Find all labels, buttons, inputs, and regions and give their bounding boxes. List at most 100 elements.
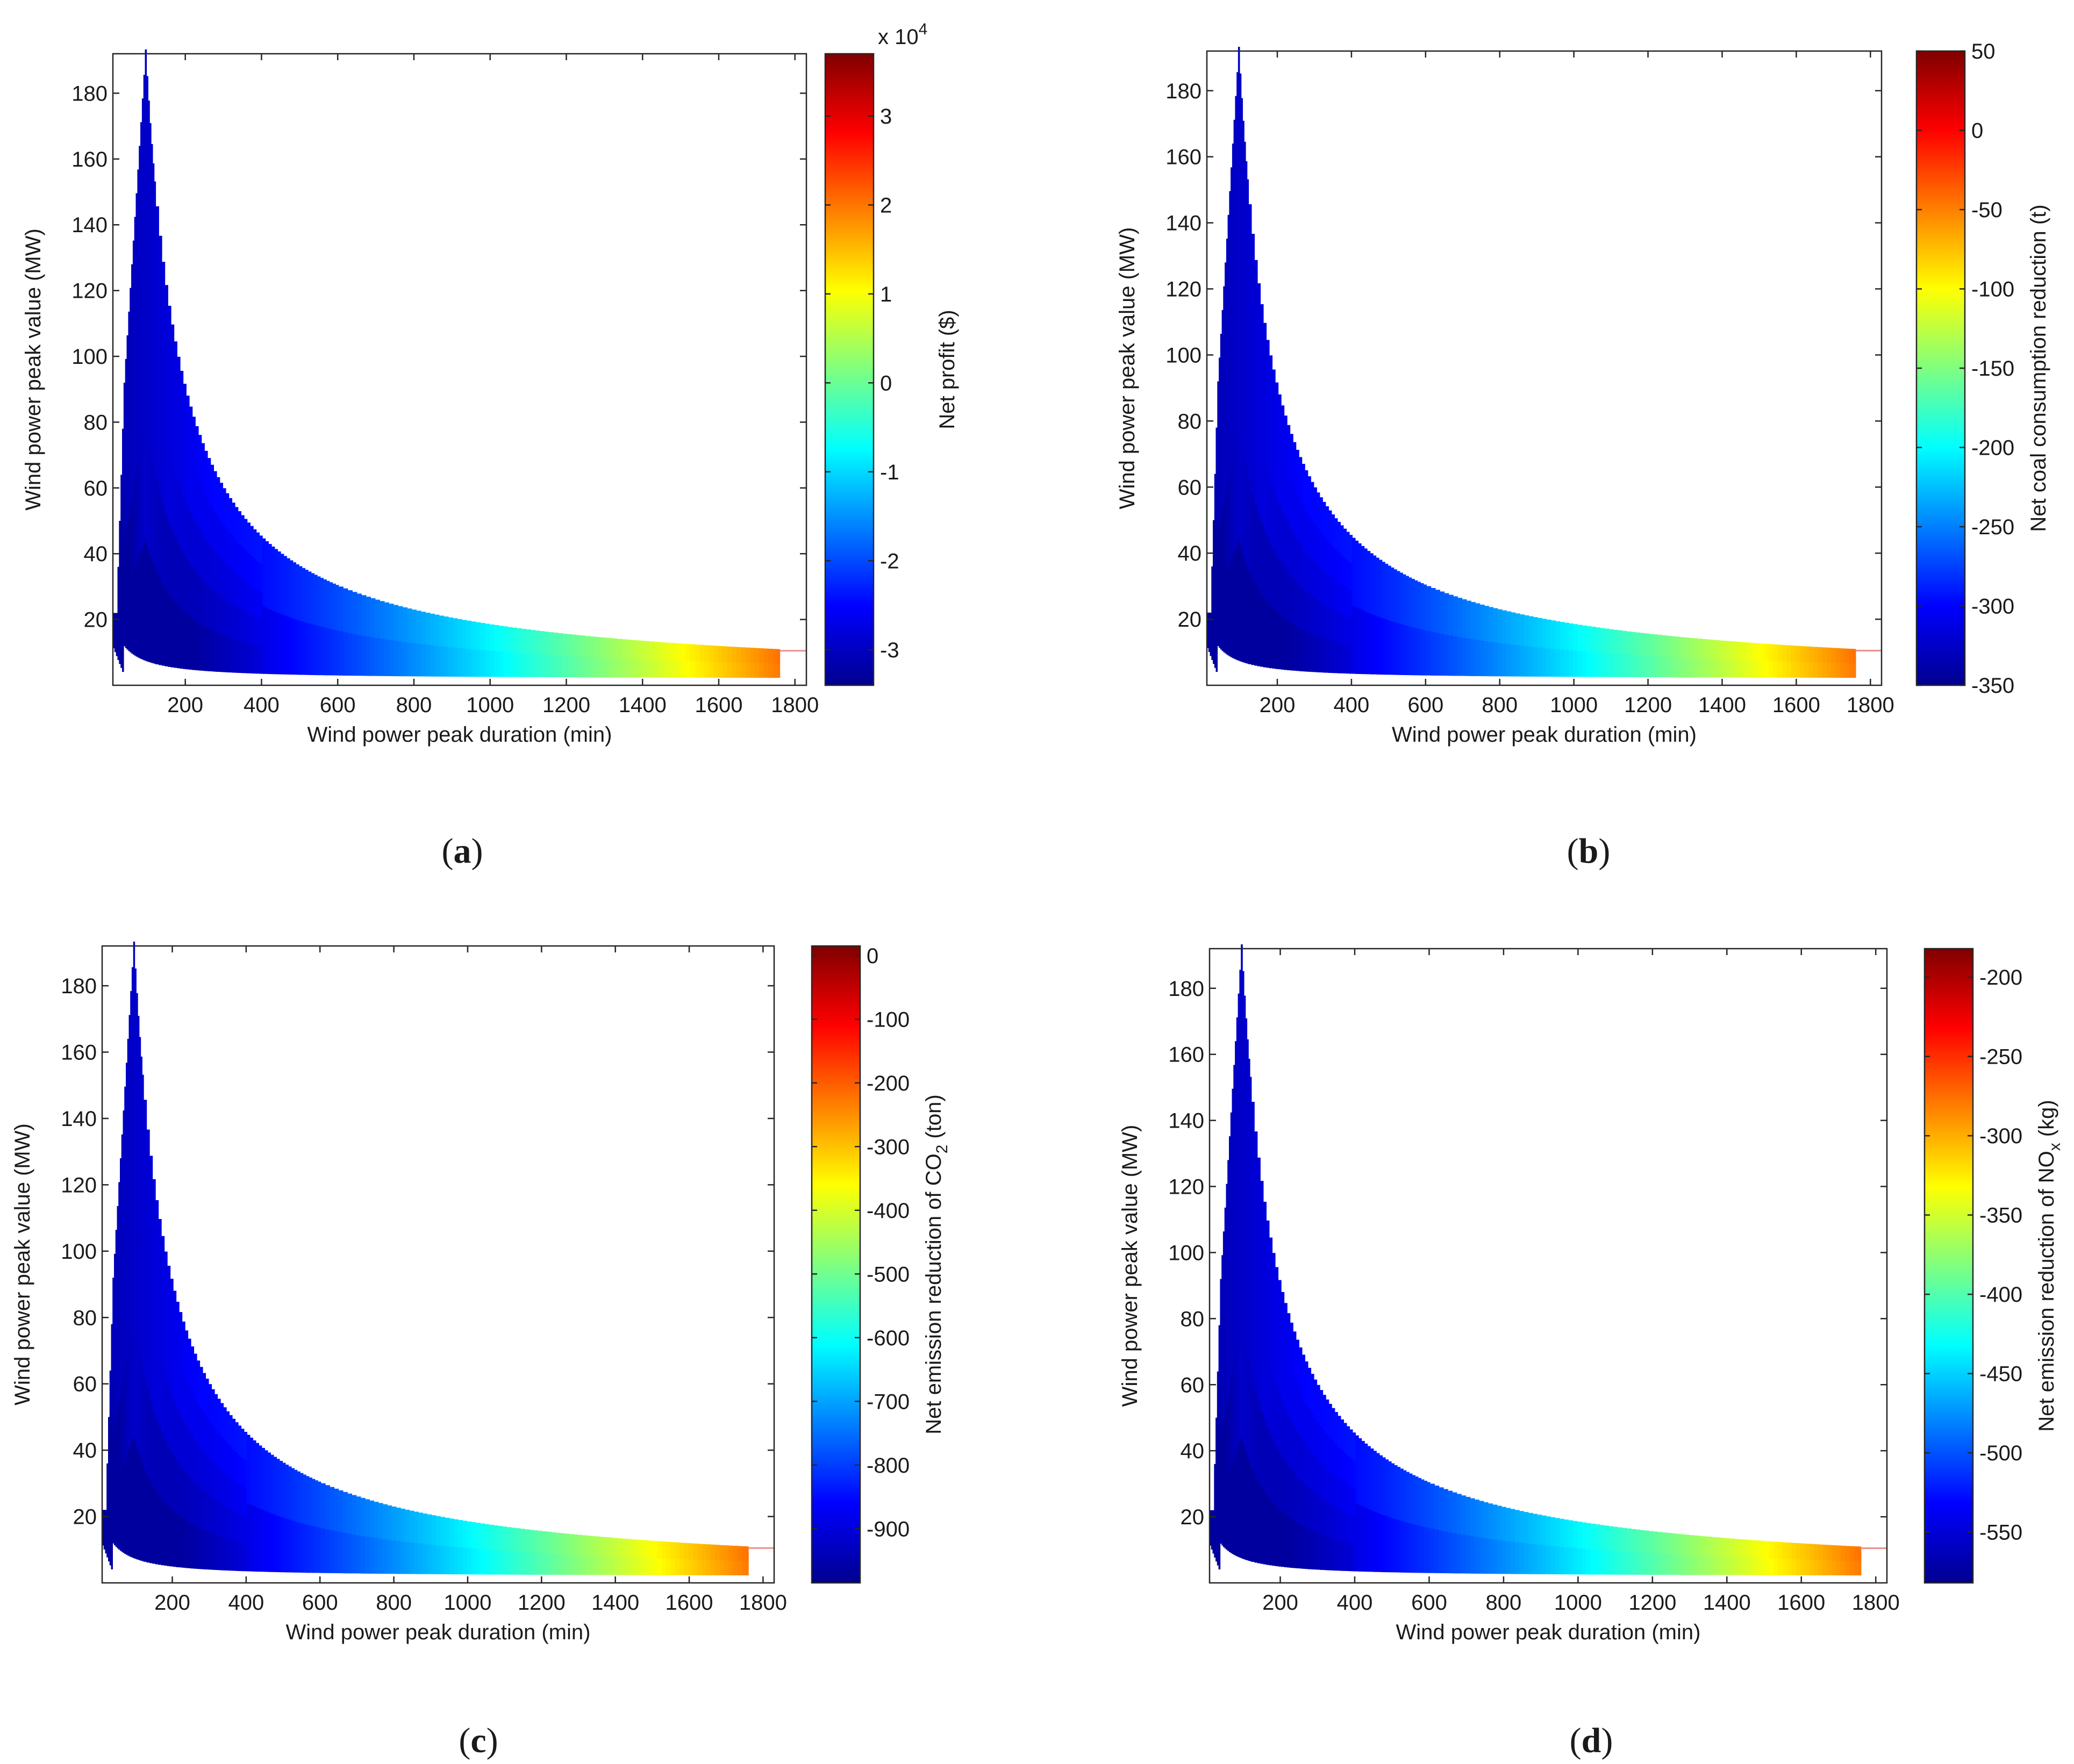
heatmap-cell	[1233, 1260, 1235, 1359]
heatmap-cell	[199, 1367, 203, 1408]
heatmap-cell	[1293, 625, 1297, 671]
heatmap-cell	[124, 1366, 126, 1461]
heatmap-cell	[1827, 1545, 1833, 1561]
heatmap-cell	[405, 1509, 410, 1543]
heatmap-cell	[225, 493, 230, 529]
heatmap-cell	[291, 1520, 295, 1573]
heatmap-cell	[741, 1560, 747, 1575]
heatmap-cell	[167, 1445, 171, 1507]
colorbar-tick-label: -700	[867, 1390, 910, 1414]
heatmap-cell	[529, 1530, 534, 1553]
heatmap-cell	[1223, 505, 1225, 579]
heatmap-cell	[1787, 1559, 1792, 1575]
heatmap-cell	[1376, 1512, 1380, 1572]
heatmap-cell	[1435, 632, 1440, 676]
heatmap-cell	[1841, 1545, 1846, 1561]
heatmap-cell	[223, 488, 226, 526]
heatmap-cell	[136, 1332, 138, 1446]
heatmap-cell	[1849, 663, 1854, 678]
heatmap-cell	[608, 638, 613, 658]
heatmap-cell	[1622, 1528, 1627, 1552]
heatmap-cell	[1328, 1537, 1332, 1571]
heatmap-cell	[1618, 630, 1623, 654]
heatmap-cell	[1296, 582, 1299, 627]
heatmap-cell	[1212, 1510, 1215, 1519]
heatmap-cell	[173, 1401, 177, 1457]
heatmap-cell	[133, 1188, 135, 1312]
heatmap-cell	[1431, 588, 1436, 632]
heatmap-cell	[1427, 1482, 1431, 1528]
heatmap-cell	[204, 539, 208, 583]
heatmap-cell	[216, 593, 220, 633]
heatmap-cell	[768, 649, 774, 664]
heatmap-cell	[253, 644, 257, 674]
heatmap-cell	[1711, 1537, 1717, 1557]
heatmap-cell	[467, 1547, 472, 1575]
heatmap-cell	[241, 515, 245, 547]
heatmap-cell	[1391, 621, 1394, 675]
heatmap-cell	[1493, 608, 1498, 643]
heatmap-cell	[214, 1499, 218, 1535]
heatmap-cell	[1221, 1371, 1224, 1430]
heatmap-cell	[1849, 649, 1854, 664]
heatmap-cell	[158, 1357, 162, 1427]
heatmap-cell	[332, 629, 336, 676]
heatmap-cell	[311, 573, 315, 625]
heatmap-cell	[1305, 1527, 1308, 1569]
heatmap-cell	[1217, 487, 1219, 541]
heatmap-cell	[400, 1541, 405, 1574]
heatmap-cell	[1355, 540, 1359, 608]
colorbar-tick-label: -450	[1979, 1363, 2022, 1386]
heatmap-cell	[184, 1473, 189, 1521]
heatmap-cell	[1266, 601, 1270, 668]
heatmap-cell	[188, 1522, 191, 1568]
heatmap-cell	[1657, 1553, 1663, 1575]
heatmap-cell	[1343, 1482, 1347, 1512]
heatmap-cell	[1520, 614, 1525, 646]
heatmap-cell	[577, 1554, 583, 1575]
heatmap-cell	[1254, 1217, 1258, 1304]
heatmap-cell	[471, 649, 476, 677]
heatmap-cell	[108, 1503, 110, 1533]
heatmap-cell	[247, 522, 251, 553]
heatmap-cell	[170, 461, 175, 530]
heatmap-cell	[1217, 381, 1219, 435]
heatmap-cell	[1515, 613, 1520, 646]
heatmap-cell	[1417, 582, 1421, 629]
heatmap-cell	[1328, 1437, 1332, 1471]
heatmap-cell	[131, 575, 133, 654]
heatmap-cell	[1227, 1160, 1229, 1239]
heatmap-cell	[718, 646, 723, 662]
heatmap-cell	[106, 1482, 109, 1502]
heatmap-cell	[259, 1508, 262, 1572]
heatmap-cell	[1293, 1331, 1297, 1379]
heatmap-cell	[168, 450, 171, 523]
heatmap-cell	[420, 612, 426, 644]
heatmap-cell	[1334, 1507, 1338, 1539]
heatmap-cell	[217, 1535, 221, 1571]
heatmap-cell	[1275, 611, 1279, 669]
heatmap-cell	[1208, 612, 1211, 621]
heatmap-cell	[1233, 550, 1236, 659]
heatmap-cell	[1251, 1194, 1255, 1286]
heatmap-cell	[690, 644, 696, 662]
heatmap-cell	[1693, 1555, 1699, 1575]
heatmap-cell	[130, 361, 132, 434]
heatmap-cell	[232, 503, 235, 537]
heatmap-cell	[1409, 1473, 1413, 1524]
heatmap-cell	[1307, 593, 1311, 633]
heatmap-cell	[114, 636, 117, 644]
heatmap-cell	[1307, 632, 1311, 672]
heatmap-cell	[201, 579, 205, 626]
heatmap-cell	[130, 288, 132, 361]
heatmap-cell	[152, 363, 155, 464]
heatmap-cell	[1355, 607, 1359, 674]
heatmap-cell	[1227, 567, 1230, 656]
heatmap-cell	[736, 647, 741, 663]
heatmap-cell	[1299, 628, 1303, 671]
heatmap-cell	[1420, 583, 1424, 630]
heatmap-cell	[229, 1446, 233, 1478]
heatmap-cell	[211, 1425, 215, 1462]
heatmap-cell	[1219, 415, 1221, 474]
heatmap-cell	[1582, 1548, 1587, 1575]
